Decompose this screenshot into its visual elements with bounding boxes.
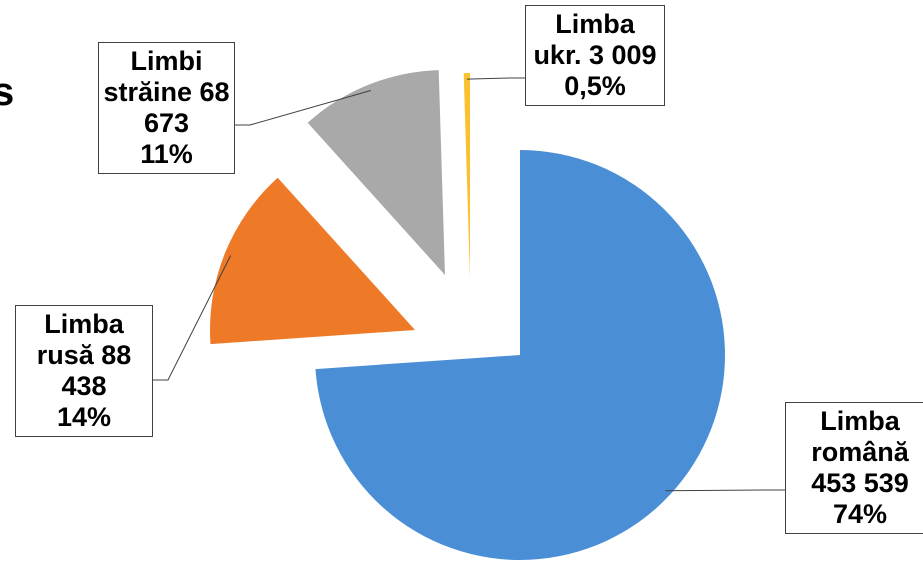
pie-slice bbox=[315, 150, 726, 560]
chart-title: s bbox=[0, 70, 15, 114]
label-percent: 74% bbox=[832, 499, 888, 529]
leader-line bbox=[665, 489, 785, 492]
label-value: 453 539 bbox=[811, 468, 909, 498]
label-percent: 14% bbox=[56, 402, 112, 432]
label-percent: 11% bbox=[140, 139, 193, 169]
data-label: Limbi străine 68 673 11% bbox=[98, 42, 235, 174]
label-category: Limba ukr. bbox=[533, 9, 635, 70]
label-value: 3 009 bbox=[588, 40, 657, 70]
leader-line bbox=[153, 255, 232, 381]
pie-slice bbox=[307, 70, 445, 275]
label-percent: 0,5% bbox=[564, 71, 626, 101]
leader-line bbox=[466, 77, 525, 80]
label-value: 88 438 bbox=[61, 340, 132, 401]
data-label: Limba română 453 539 74% bbox=[785, 402, 923, 534]
pie-slice bbox=[210, 177, 415, 345]
data-label: Limba rusă 88 438 14% bbox=[15, 305, 153, 437]
label-category: Limba română bbox=[811, 406, 909, 467]
data-label: Limba ukr. 3 009 0,5% bbox=[525, 5, 665, 106]
label-value: 68 673 bbox=[143, 77, 230, 138]
pie-slice bbox=[463, 73, 470, 278]
label-category: Limbi străine bbox=[103, 46, 203, 107]
label-category: Limba rusă bbox=[36, 309, 124, 370]
leader-line bbox=[235, 90, 371, 126]
